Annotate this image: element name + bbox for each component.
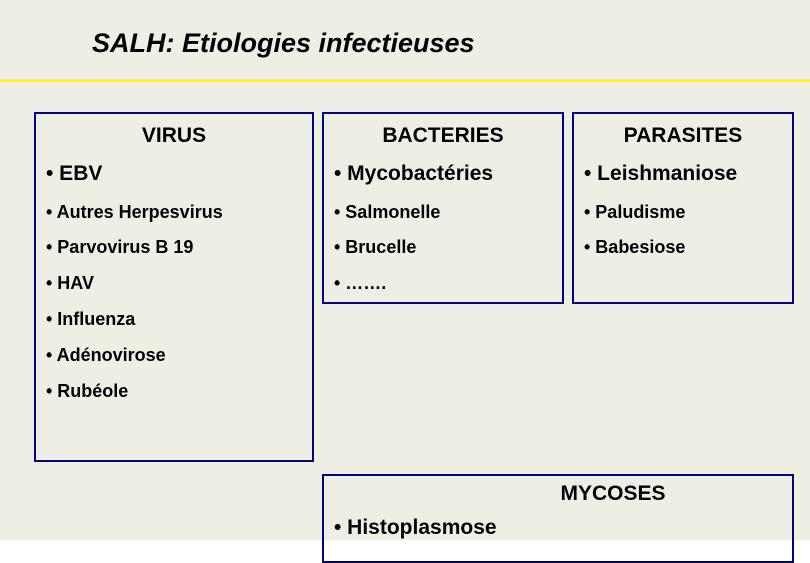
- horizontal-rule: [0, 79, 810, 82]
- mycoses-wrap: MYCOSES • Histoplasmose: [322, 474, 794, 563]
- list-item: • Influenza: [46, 306, 302, 334]
- title-area: SALH: Etiologies infectieuses: [0, 0, 810, 69]
- mycoses-box: MYCOSES • Histoplasmose: [322, 474, 794, 563]
- virus-box: VIRUS • EBV • Autres Herpesvirus • Parvo…: [34, 112, 314, 462]
- list-item: • Autres Herpesvirus: [46, 199, 302, 227]
- slide-root: SALH: Etiologies infectieuses VIRUS • EB…: [0, 0, 810, 540]
- parasites-box: PARASITES • Leishmaniose • Paludisme • B…: [572, 112, 794, 304]
- content-grid: VIRUS • EBV • Autres Herpesvirus • Parvo…: [0, 112, 810, 563]
- list-item: • Adénovirose: [46, 342, 302, 370]
- virus-header: VIRUS: [46, 124, 302, 148]
- list-item: • EBV: [46, 158, 302, 191]
- list-item: • Salmonelle: [334, 199, 552, 227]
- bacteries-box: BACTERIES • Mycobactéries • Salmonelle •…: [322, 112, 564, 304]
- list-item: • Mycobactéries: [334, 158, 552, 191]
- list-item: • Parvovirus B 19: [46, 234, 302, 262]
- list-item: • Brucelle: [334, 234, 552, 262]
- bacteries-header: BACTERIES: [334, 124, 552, 148]
- parasites-header: PARASITES: [584, 124, 782, 148]
- slide-title: SALH: Etiologies infectieuses: [92, 28, 810, 59]
- list-item: • Rubéole: [46, 378, 302, 406]
- list-item: • HAV: [46, 270, 302, 298]
- list-item: • Babesiose: [584, 234, 782, 262]
- list-item: • Leishmaniose: [584, 158, 782, 191]
- list-item: • Paludisme: [584, 199, 782, 227]
- list-item: • …….: [334, 270, 552, 298]
- mycoses-header: MYCOSES: [334, 482, 782, 506]
